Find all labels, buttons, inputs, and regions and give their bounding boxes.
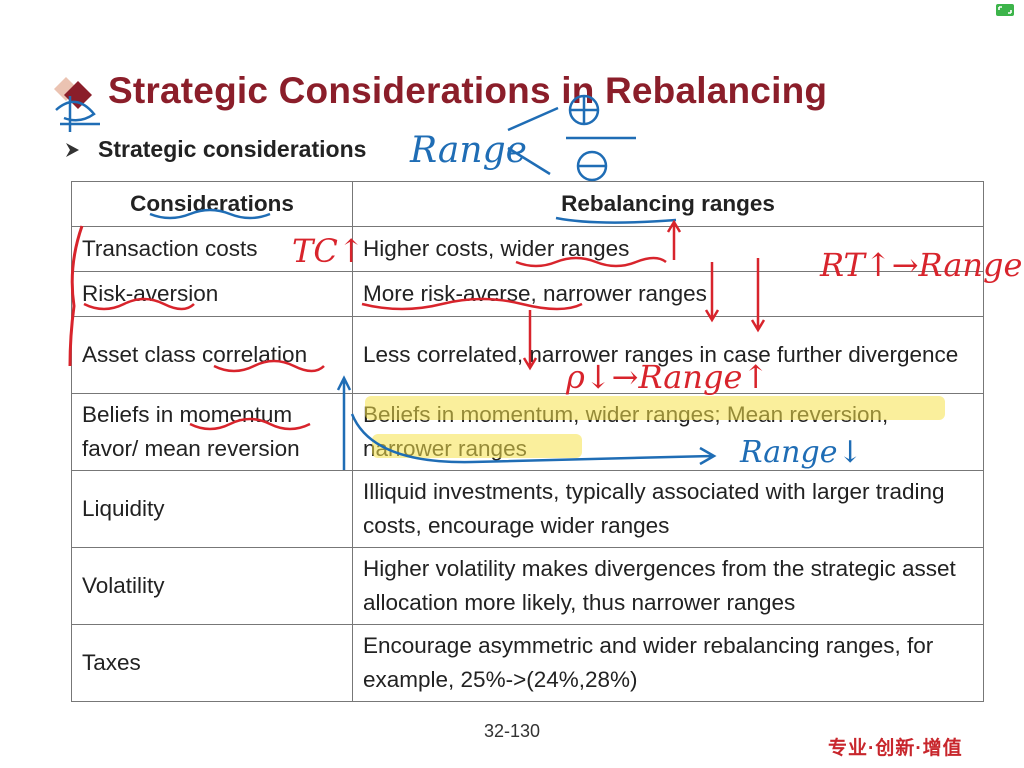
range-cell: More risk-averse, narrower ranges <box>352 271 984 317</box>
table-row: Asset class correlation Less correlated,… <box>71 316 984 394</box>
table-row: Risk-aversion More risk-averse, narrower… <box>71 271 984 317</box>
range-cell: Beliefs in momentum, wider ranges; Mean … <box>352 393 984 471</box>
table-row: Beliefs in momentum favor/ mean reversio… <box>71 393 984 471</box>
bullet-arrow-icon <box>66 142 79 157</box>
subtitle-bullet: Strategic considerations <box>62 136 366 163</box>
table-header-row: Considerations Rebalancing ranges <box>71 181 984 227</box>
considerations-table: Considerations Rebalancing ranges Transa… <box>71 181 984 702</box>
brand-tagline: 专业·创新·增值 <box>828 738 963 759</box>
consideration-cell: Risk-aversion <box>71 271 353 317</box>
table-row: Volatility Higher volatility makes diver… <box>71 547 984 625</box>
header-considerations: Considerations <box>71 181 353 227</box>
consideration-cell: Volatility <box>71 547 353 625</box>
subtitle: Strategic considerations <box>98 136 367 162</box>
range-top-note: Range <box>409 130 527 171</box>
title-diamond-icon <box>54 77 92 109</box>
consideration-cell: Taxes <box>71 624 353 702</box>
table-row: Transaction costs Higher costs, wider ra… <box>71 226 984 272</box>
table-row: Liquidity Illiquid investments, typicall… <box>71 470 984 548</box>
range-cell: Encourage asymmetric and wider rebalanci… <box>352 624 984 702</box>
range-cell: Less correlated, narrower ranges in case… <box>352 316 984 394</box>
consideration-cell: Transaction costs <box>71 226 353 272</box>
expand-icon[interactable] <box>996 4 1014 16</box>
range-cell: Higher costs, wider ranges <box>352 226 984 272</box>
consideration-cell: Asset class correlation <box>71 316 353 394</box>
range-cell: Higher volatility makes divergences from… <box>352 547 984 625</box>
header-rebalancing-ranges: Rebalancing ranges <box>352 181 984 227</box>
consideration-cell: Beliefs in momentum favor/ mean reversio… <box>71 393 353 471</box>
table-row: Taxes Encourage asymmetric and wider reb… <box>71 624 984 702</box>
page-title: Strategic Considerations in Rebalancing <box>108 70 828 111</box>
page-number: 32-130 <box>483 721 541 741</box>
range-cell: Illiquid investments, typically associat… <box>352 470 984 548</box>
consideration-cell: Liquidity <box>71 470 353 548</box>
